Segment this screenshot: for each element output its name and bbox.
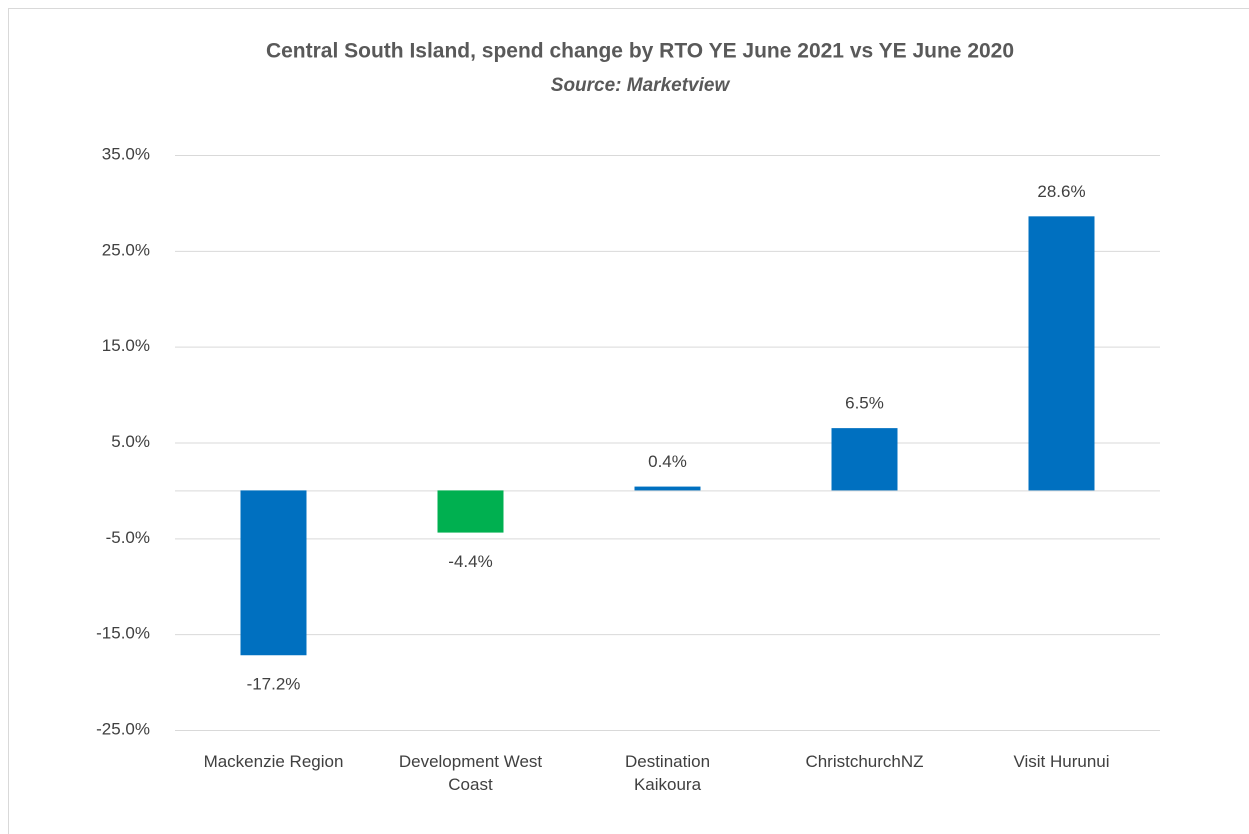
- y-tick-label: -15.0%: [96, 624, 150, 643]
- data-label: -4.4%: [448, 552, 492, 571]
- x-tick-label: Mackenzie Region: [203, 752, 344, 771]
- bar: [634, 486, 701, 491]
- x-tick-label: Development West Coast: [398, 752, 543, 794]
- bar: [437, 490, 504, 533]
- y-tick-label: 35.0%: [102, 144, 150, 163]
- data-label: 28.6%: [1037, 182, 1085, 201]
- y-tick-label: -5.0%: [106, 528, 150, 547]
- bar: [240, 490, 307, 656]
- y-tick-label: 15.0%: [102, 336, 150, 355]
- y-tick-label: 5.0%: [111, 432, 150, 451]
- x-tick-label: Visit Hurunui: [1013, 752, 1110, 771]
- data-label: 0.4%: [648, 452, 687, 471]
- data-label: -17.2%: [247, 675, 301, 694]
- y-tick-label: -25.0%: [96, 719, 150, 738]
- x-tick-label: Destination Kaikoura: [624, 752, 711, 794]
- data-label: 6.5%: [845, 394, 884, 413]
- x-tick-label: ChristchurchNZ: [805, 752, 924, 771]
- bar: [1028, 216, 1095, 491]
- bar: [831, 428, 898, 491]
- chart-subtitle: Source: Marketview: [551, 75, 731, 96]
- chart-title: Central South Island, spend change by RT…: [266, 40, 1014, 63]
- y-tick-label: 25.0%: [102, 240, 150, 259]
- chart-frame: [8, 8, 1249, 834]
